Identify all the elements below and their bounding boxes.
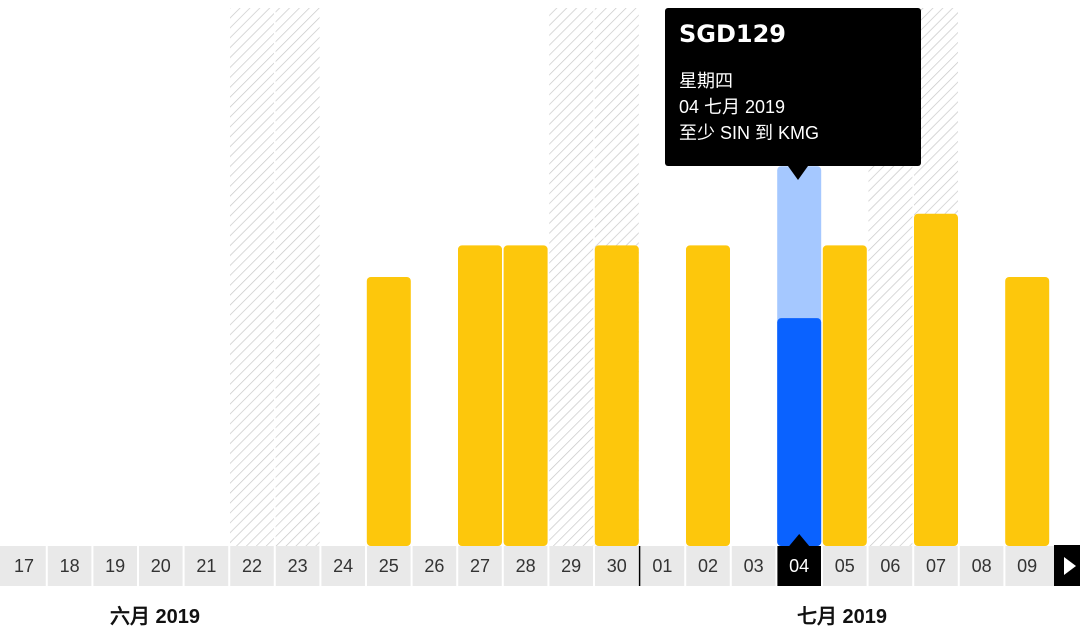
tooltip-weekday: 星期四 bbox=[679, 71, 733, 91]
date-label-07[interactable]: 07 bbox=[926, 556, 946, 576]
tooltip-arrow bbox=[788, 166, 808, 180]
date-label-23[interactable]: 23 bbox=[288, 556, 308, 576]
bar-27[interactable] bbox=[458, 245, 502, 546]
tooltip-price: SGD129 bbox=[679, 20, 787, 48]
bar-30[interactable] bbox=[594, 245, 639, 546]
date-label-02[interactable]: 02 bbox=[698, 556, 718, 576]
date-label-24[interactable]: 24 bbox=[333, 556, 353, 576]
date-label-30[interactable]: 30 bbox=[607, 556, 627, 576]
tooltip-route: 至少 SIN 到 KMG bbox=[679, 123, 820, 143]
chevron-right-icon bbox=[1064, 556, 1076, 575]
month-label-june: 六月 2019 bbox=[110, 606, 201, 628]
date-label-04[interactable]: 04 bbox=[789, 556, 809, 576]
fare-tooltip: SGD129 星期四 04 七月 2019 至少 SIN 到 KMG bbox=[665, 8, 921, 166]
bar-05[interactable] bbox=[822, 245, 867, 546]
bar-25[interactable] bbox=[366, 277, 411, 546]
tooltip-date: 04 七月 2019 bbox=[679, 97, 786, 117]
month-label-july: 七月 2019 bbox=[797, 606, 888, 628]
date-label-06[interactable]: 06 bbox=[880, 556, 900, 576]
bar-07[interactable] bbox=[914, 213, 958, 547]
date-label-28[interactable]: 28 bbox=[516, 556, 536, 576]
bar-09[interactable] bbox=[1005, 277, 1050, 546]
date-label-26[interactable]: 26 bbox=[424, 556, 444, 576]
date-label-19[interactable]: 19 bbox=[105, 556, 125, 576]
date-label-08[interactable]: 08 bbox=[972, 556, 992, 576]
fare-chart: 17 18 19 20 21 22 23 24 25 26 27 28 29 30 01 02 03 04 05 06… bbox=[0, 8, 1054, 586]
unavailable-band-22 bbox=[230, 8, 274, 546]
date-label-18[interactable]: 18 bbox=[60, 556, 80, 576]
unavailable-band-23 bbox=[275, 8, 320, 546]
date-label-05[interactable]: 05 bbox=[835, 556, 855, 576]
bar-28[interactable] bbox=[503, 245, 548, 546]
date-label-25[interactable]: 25 bbox=[379, 556, 399, 576]
bar-04[interactable] bbox=[777, 318, 822, 546]
date-label-03[interactable]: 03 bbox=[744, 556, 764, 576]
date-cell-selected[interactable] bbox=[776, 546, 822, 586]
date-label-17[interactable]: 17 bbox=[14, 556, 34, 576]
date-label-21[interactable]: 21 bbox=[196, 556, 216, 576]
date-label-27[interactable]: 27 bbox=[470, 556, 490, 576]
next-dates-button[interactable] bbox=[1054, 545, 1080, 586]
selected-date-pointer bbox=[789, 534, 810, 546]
date-label-09[interactable]: 09 bbox=[1017, 556, 1037, 576]
date-label-01[interactable]: 01 bbox=[652, 556, 672, 576]
unavailable-band-29 bbox=[549, 8, 594, 546]
date-axis-strip bbox=[0, 546, 1054, 586]
date-label-20[interactable]: 20 bbox=[151, 556, 171, 576]
date-label-29[interactable]: 29 bbox=[561, 556, 581, 576]
bar-02[interactable] bbox=[686, 245, 730, 546]
date-label-22[interactable]: 22 bbox=[242, 556, 262, 576]
